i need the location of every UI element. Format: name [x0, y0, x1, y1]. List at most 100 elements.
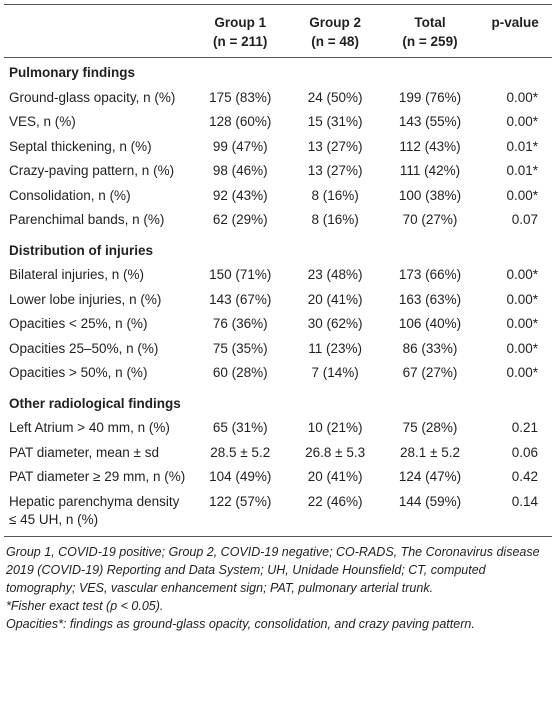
row-label: Opacities > 50%, n (%)	[9, 365, 148, 380]
cell: 112 (43%)	[399, 138, 461, 154]
row-label: Ground-glass opacity, n (%)	[9, 89, 176, 105]
column-subtitle: (n = 48)	[311, 34, 359, 49]
table-row: Opacities < 25%, n (%) 76 (36%) 30 (62%) 10…	[4, 312, 552, 337]
cell: 15 (31%)	[307, 114, 363, 129]
footnote: Group 1, COVID-19 positive; Group 2, COV…	[6, 544, 540, 595]
cell: 11 (23%)	[308, 340, 362, 356]
cell: 62 (29%)	[212, 212, 268, 227]
header-cell: p-value	[478, 4, 552, 58]
table-row: Opacities 25–50%, n (%) 75 (35%) 11 (23%) 8…	[4, 337, 552, 362]
cell: 26.8 ± 5.3	[305, 444, 366, 460]
table-header: Group 1 (n = 211) Group 2 (n = 48) Total (n =…	[4, 4, 552, 58]
cell: 28.5 ± 5.2	[210, 444, 271, 460]
column-name: Total	[414, 15, 446, 30]
row-label: Crazy-paving pattern, n (%)	[9, 163, 175, 178]
cell: 150 (71%)	[209, 267, 272, 282]
cell: 100 (38%)	[398, 187, 462, 203]
data-table: Group 1 (n = 211) Group 2 (n = 48) Total (n =…	[4, 4, 552, 537]
cell: 0.00*	[506, 89, 538, 105]
cell: 0.01*	[506, 163, 538, 178]
cell: 111 (42%)	[399, 163, 461, 178]
cell: 20 (41%)	[307, 291, 363, 307]
cell: 60 (28%)	[212, 365, 268, 380]
cell: 128 (60%)	[209, 114, 272, 129]
column-subtitle: (n = 259)	[402, 34, 458, 49]
cell: 0.00*	[506, 187, 538, 203]
cell: 75 (28%)	[402, 420, 458, 435]
cell: 104 (49%)	[209, 469, 272, 484]
cell: 8 (16%)	[311, 212, 359, 227]
column-name: Group 1	[214, 15, 267, 30]
row-label: Lower lobe injuries, n (%)	[9, 291, 162, 307]
table-row: Ground-glass opacity, n (%) 175 (83%) 24 (…	[4, 86, 552, 111]
cell: 144 (59%)	[381, 489, 479, 537]
cell: 99 (47%)	[212, 138, 268, 154]
column-name: Group 2	[309, 15, 361, 30]
section-row: Other radiological findings	[4, 389, 552, 417]
row-label: Consolidation, n (%)	[9, 187, 131, 203]
column-subtitle: (n = 211)	[213, 34, 268, 49]
cell: 122 (57%)	[192, 489, 289, 537]
footnote: Opacities*: findings as ground-glass opa…	[6, 616, 475, 631]
cell: 20 (41%)	[307, 469, 363, 484]
table-row: Parenchimal bands, n (%) 62 (29%) 8 (16%) 7…	[4, 208, 552, 236]
cell: 23 (48%)	[307, 267, 363, 282]
header-cell: Group 1 (n = 211)	[192, 4, 289, 58]
cell: 98 (46%)	[212, 163, 268, 178]
table-row: Septal thickening, n (%) 99 (47%) 13 (27%)…	[4, 135, 552, 160]
table-row: Consolidation, n (%) 92 (43%) 8 (16%) 100 (…	[4, 184, 552, 209]
table-row: Left Atrium > 40 mm, n (%) 65 (31%) 10 (21…	[4, 416, 552, 441]
row-label: Septal thickening, n (%)	[9, 138, 152, 154]
cell: 8 (16%)	[311, 187, 359, 203]
cell: 0.01*	[506, 138, 538, 154]
page: Group 1 (n = 211) Group 2 (n = 48) Total (n =…	[0, 4, 556, 712]
cell: 106 (40%)	[398, 316, 462, 331]
cell: 0.42	[511, 469, 538, 484]
section-row: Distribution of injuries	[4, 236, 552, 264]
cell: 175 (83%)	[209, 89, 272, 105]
cell: 0.21	[511, 420, 538, 435]
cell: 76 (36%)	[212, 316, 268, 331]
footnote: *Fisher exact test (p < 0.05).	[6, 598, 164, 613]
section-title: Other radiological findings	[9, 395, 181, 411]
table-row: Crazy-paving pattern, n (%) 98 (46%) 13 (2…	[4, 159, 552, 184]
row-label: Hepatic parenchyma density ≤ 45 UH, n (%…	[4, 489, 192, 537]
section-title: Pulmonary findings	[9, 65, 136, 80]
cell: 22 (46%)	[288, 489, 382, 537]
cell: 173 (66%)	[398, 267, 462, 282]
table-section: Other radiological findings Left Atrium >…	[4, 389, 552, 537]
row-label: PAT diameter ≥ 29 mm, n (%)	[9, 469, 186, 484]
cell: 75 (35%)	[212, 340, 268, 356]
cell: 0.06	[511, 444, 538, 460]
table-row: PAT diameter, mean ± sd 28.5 ± 5.2 26.8 ± …	[4, 441, 552, 466]
cell: 199 (76%)	[398, 89, 462, 105]
row-label: VES, n (%)	[9, 114, 76, 129]
cell: 0.14	[478, 489, 552, 537]
table-row: Lower lobe injuries, n (%) 143 (67%) 20 (4…	[4, 288, 552, 313]
cell: 24 (50%)	[307, 89, 363, 105]
cell: 67 (27%)	[402, 365, 458, 380]
section-row: Pulmonary findings	[4, 58, 552, 86]
header-cell	[4, 4, 192, 58]
header-cell: Group 2 (n = 48)	[288, 4, 382, 58]
row-label: Opacities 25–50%, n (%)	[9, 340, 159, 356]
header-row: Group 1 (n = 211) Group 2 (n = 48) Total (n =…	[4, 4, 552, 58]
cell: 30 (62%)	[307, 316, 363, 331]
cell: 7 (14%)	[311, 365, 359, 380]
table-section: Pulmonary findings Ground-glass opacity, …	[4, 58, 552, 236]
table-row: Opacities > 50%, n (%) 60 (28%) 7 (14%) 67 …	[4, 361, 552, 389]
cell: 0.00*	[506, 365, 538, 380]
row-label: Parenchimal bands, n (%)	[9, 212, 165, 227]
cell: 86 (33%)	[402, 340, 458, 356]
cell: 28.1 ± 5.2	[400, 444, 460, 460]
cell: 0.00*	[506, 340, 538, 356]
cell: 0.00*	[506, 267, 538, 282]
row-label: Bilateral injuries, n (%)	[9, 267, 145, 282]
table-section: Distribution of injuries Bilateral injuri…	[4, 236, 552, 389]
cell: 70 (27%)	[402, 212, 458, 227]
cell: 143 (55%)	[398, 114, 462, 129]
table-row: VES, n (%) 128 (60%) 15 (31%) 143 (55%) 0.00…	[4, 110, 552, 135]
cell: 163 (63%)	[398, 291, 462, 307]
cell: 0.00*	[506, 291, 538, 307]
cell: 13 (27%)	[307, 138, 363, 154]
